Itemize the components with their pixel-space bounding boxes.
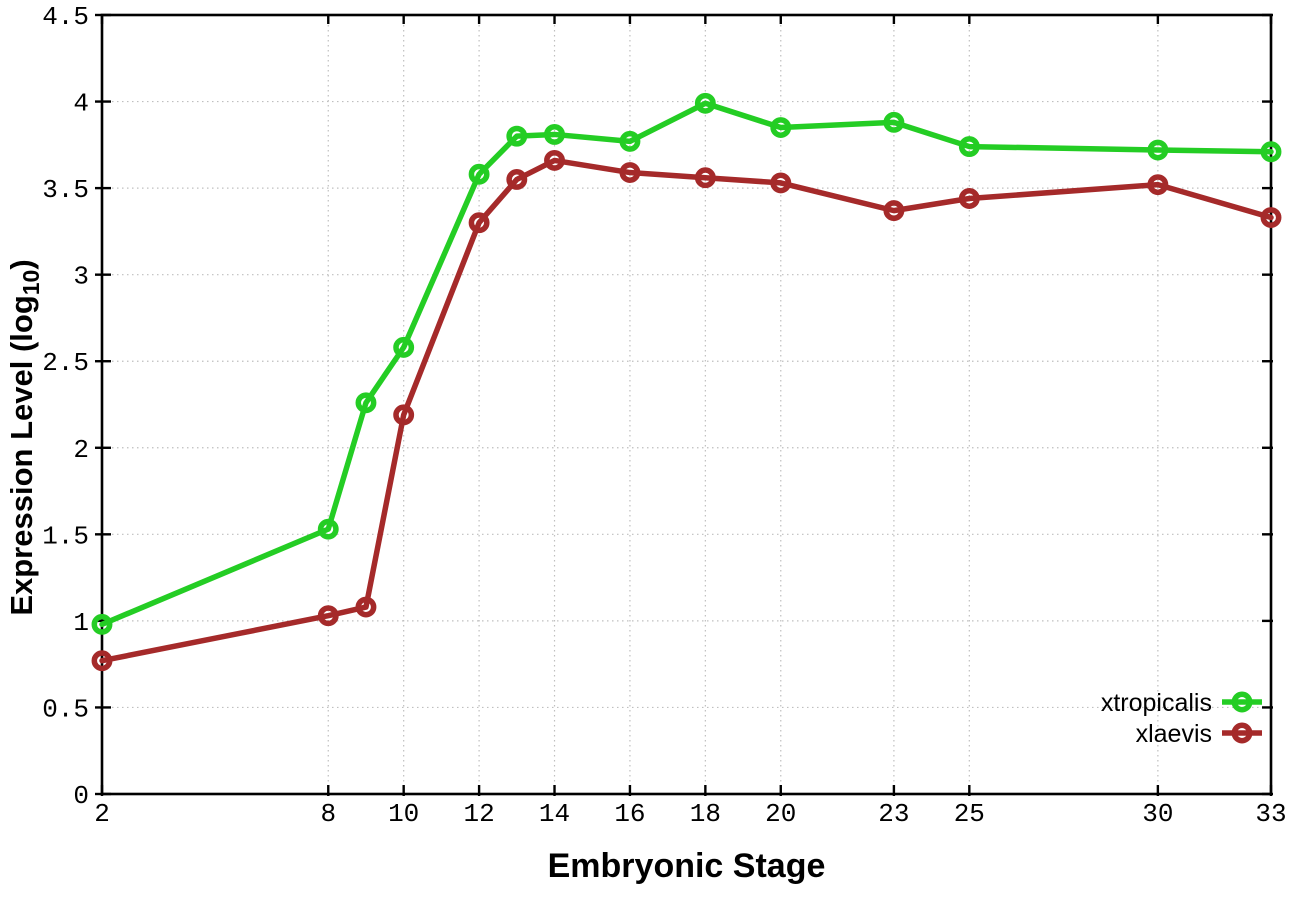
data-point-xtropicalis <box>619 130 641 152</box>
data-point-xlaevis <box>958 188 980 209</box>
data-point-xlaevis <box>506 169 528 190</box>
data-point-xtropicalis <box>317 518 339 540</box>
data-point-xlaevis <box>317 605 339 627</box>
data-point-xlaevis <box>1260 207 1282 228</box>
x-tick-label: 33 <box>1255 799 1286 829</box>
data-point-xlaevis <box>694 167 716 189</box>
data-point-xtropicalis <box>770 117 792 138</box>
x-axis-title: Embryonic Stage <box>548 847 826 885</box>
y-axis-title: Expression Level (log10) <box>4 259 44 615</box>
data-point-xtropicalis <box>883 111 905 133</box>
data-point-xlaevis <box>91 650 113 672</box>
y-tick-label: 0 <box>73 781 89 811</box>
data-point-xlaevis <box>619 162 641 183</box>
data-point-xtropicalis <box>694 92 716 114</box>
data-point-xtropicalis <box>355 392 377 414</box>
data-point-xtropicalis <box>1147 139 1169 161</box>
legend-marker-xtropicalis <box>1231 691 1253 713</box>
data-point-xlaevis <box>1147 174 1169 196</box>
data-point-xtropicalis <box>506 125 528 147</box>
x-tick-label: 30 <box>1142 799 1173 829</box>
data-point-xtropicalis <box>958 136 980 158</box>
y-tick-label: 3.5 <box>42 175 89 205</box>
axis-titles: Embryonic Stage Expression Level (log10) <box>4 259 825 885</box>
legend-label-xtropicalis: xtropicalis <box>1101 689 1212 717</box>
border-rect <box>100 13 1273 796</box>
x-tick-label: 23 <box>878 799 909 829</box>
x-tick-label: 14 <box>539 799 570 829</box>
data-point-xtropicalis <box>1260 141 1282 163</box>
legend-label-xlaevis: xlaevis <box>1136 720 1212 748</box>
y-tick-label: 2 <box>73 435 89 465</box>
x-tick-label: 16 <box>614 799 645 829</box>
x-tick-label: 12 <box>463 799 494 829</box>
data-point-xlaevis <box>468 212 490 234</box>
y-tick-label: 4 <box>73 89 89 119</box>
data-point-xlaevis <box>883 200 905 222</box>
y-tick-label: 0.5 <box>42 694 89 724</box>
series-line-xtropicalis <box>99 100 1274 628</box>
x-tick-label: 25 <box>954 799 985 829</box>
x-tick-label: 18 <box>690 799 721 829</box>
y-tick-label: 2.5 <box>42 348 89 378</box>
legend-marker-xlaevis <box>1231 722 1253 744</box>
data-point-xlaevis <box>544 149 565 171</box>
y-tick-label: 4.5 <box>42 2 89 32</box>
plot-border <box>100 13 1273 796</box>
data-point-xlaevis <box>355 596 377 618</box>
x-tick-label: 20 <box>765 799 796 829</box>
gridlines <box>102 15 1271 794</box>
y-tick-label: 1 <box>73 608 89 638</box>
legend: xtropicalis xlaevis <box>1101 689 1262 748</box>
x-tick-label: 8 <box>320 799 336 829</box>
data-point-xtropicalis <box>91 613 113 635</box>
tick-marks <box>95 13 1273 796</box>
data-point-xlaevis <box>393 404 415 426</box>
y-tick-label: 3 <box>73 262 89 292</box>
y-tick-label: 1.5 <box>42 521 89 551</box>
x-tick-label: 10 <box>388 799 419 829</box>
data-point-xlaevis <box>770 172 792 194</box>
series-line-xlaevis <box>99 157 1274 664</box>
data-point-xtropicalis <box>468 163 490 185</box>
tick-labels: 2 8 10 12 14 16 18 20 23 25 30 33 0 0.5 1 1.5 2 2.5 3 3.5 4 4… <box>42 2 1286 829</box>
data-series <box>91 92 1282 672</box>
data-point-xtropicalis <box>544 123 565 145</box>
data-point-xtropicalis <box>393 336 415 358</box>
x-tick-label: 2 <box>94 799 110 829</box>
